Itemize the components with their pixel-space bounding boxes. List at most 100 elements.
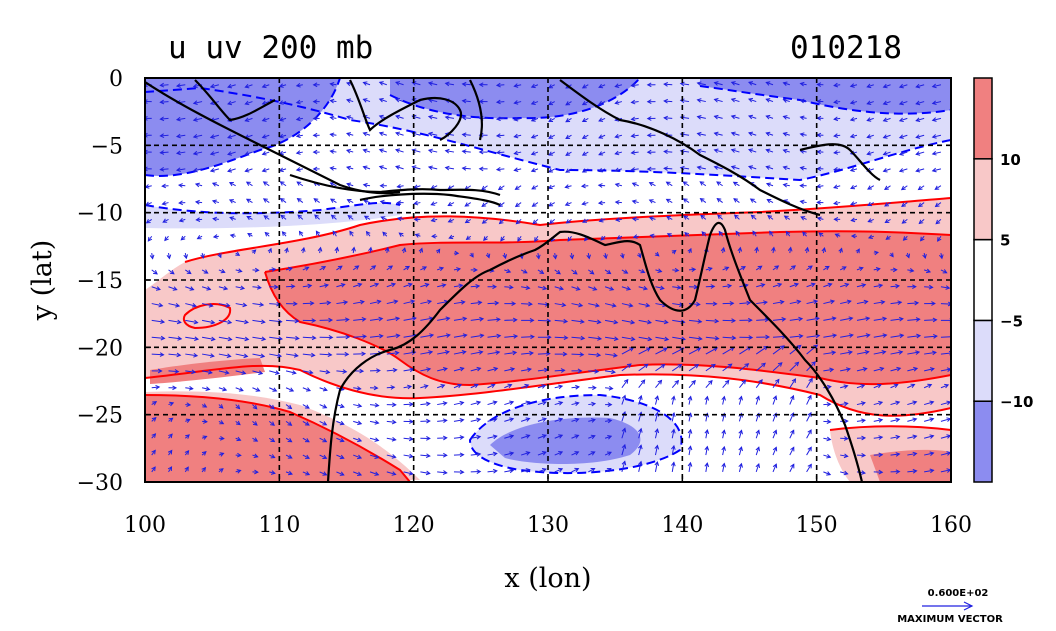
x-axis-label: x (lon) <box>504 563 591 594</box>
wind-vector <box>314 214 320 220</box>
wind-vector-head <box>354 265 360 270</box>
wind-vector <box>932 151 942 155</box>
wind-vector-head <box>229 233 235 239</box>
chart-title: u uv 200 mb <box>168 30 373 66</box>
wind-vector-head <box>590 434 596 440</box>
wind-vector-head <box>574 417 580 423</box>
wind-vector-head <box>606 269 612 275</box>
wind-vector-head <box>346 182 352 187</box>
wind-vector-head <box>671 461 676 467</box>
coastline-new-guinea <box>559 79 821 217</box>
wind-vector-head <box>708 379 713 385</box>
wind-vector <box>397 185 404 188</box>
wind-vector-head <box>665 181 671 186</box>
wind-vector <box>940 368 951 372</box>
wind-vector-head <box>311 335 317 341</box>
wind-vector-head <box>766 199 772 204</box>
wind-vector <box>346 149 354 153</box>
wind-vector <box>649 182 656 187</box>
wind-vector-head <box>210 336 216 342</box>
wind-vector <box>185 336 199 340</box>
wind-vector <box>445 82 455 86</box>
wind-vector-head <box>513 116 519 122</box>
wind-vector-head <box>530 134 536 139</box>
wind-vector-head <box>271 267 277 272</box>
wind-vector <box>565 151 572 156</box>
wind-vector-head <box>898 117 904 123</box>
wind-vector-head <box>779 299 785 305</box>
wind-vector-head <box>765 148 771 154</box>
wind-vector <box>279 84 287 88</box>
contour-line-positive <box>145 394 411 482</box>
wind-vector-head <box>407 384 413 390</box>
wind-vector <box>899 134 908 139</box>
wind-vector <box>353 301 364 305</box>
wind-vector-head <box>290 284 296 289</box>
wind-vector-head <box>878 400 884 406</box>
wind-vector-head <box>390 385 396 390</box>
wind-vector-head <box>511 301 517 306</box>
wind-vector <box>664 150 673 153</box>
wind-vector-head <box>696 81 702 86</box>
wind-vector-head <box>304 404 310 409</box>
wind-vector <box>806 395 812 405</box>
wind-vector-head <box>915 134 921 139</box>
wind-vector-head <box>607 435 613 440</box>
wind-vector-head <box>189 286 195 291</box>
wind-vector-head <box>485 253 491 259</box>
wind-vector-head <box>638 444 643 450</box>
wind-vector <box>379 165 387 170</box>
wind-vector-head <box>671 249 677 255</box>
wind-vector-head <box>152 401 158 406</box>
wind-vector <box>369 283 379 288</box>
coastline-australia <box>326 221 864 482</box>
wind-vector-head <box>772 412 778 418</box>
wind-vector-head <box>707 266 713 272</box>
wind-vector-head <box>727 283 733 289</box>
wind-vector-head <box>426 418 431 424</box>
wind-vector <box>437 300 448 305</box>
wind-vector-head <box>816 200 822 205</box>
wind-vector-head <box>177 183 183 188</box>
wind-vector-head <box>802 231 807 237</box>
wind-vector-head <box>807 446 812 452</box>
wind-vector <box>755 463 760 473</box>
wind-vector <box>598 151 606 156</box>
wind-vector-head <box>565 168 571 173</box>
x-tick-label: 160 <box>930 513 972 538</box>
wind-vector-head <box>525 285 531 290</box>
wind-vector <box>899 101 908 105</box>
wind-vector <box>924 319 937 321</box>
wind-vector <box>823 471 831 476</box>
wind-vector <box>403 385 412 389</box>
wind-vector <box>548 117 555 122</box>
wind-vector <box>856 402 866 406</box>
wind-vector <box>565 168 572 173</box>
wind-vector <box>347 199 354 204</box>
wind-vector-head <box>151 433 157 438</box>
wind-vector-head <box>245 198 251 203</box>
wind-vector <box>280 181 287 187</box>
wind-vector-head <box>898 134 904 139</box>
wind-vector-head <box>882 100 888 106</box>
wind-vector <box>565 185 572 188</box>
wind-vector-head <box>696 98 702 103</box>
wind-vector-head <box>637 253 642 259</box>
wind-vector-head <box>910 383 916 388</box>
wind-vector-head <box>395 114 401 120</box>
wind-vector <box>151 353 164 356</box>
wind-vector-head <box>791 378 797 384</box>
wind-vector-head <box>362 98 368 103</box>
wind-vector-head <box>901 219 907 224</box>
y-tick-label: −15 <box>77 269 123 294</box>
wind-vector-head <box>558 286 565 291</box>
wind-vector <box>772 464 777 473</box>
wind-vector-head <box>495 99 501 105</box>
wind-vector-head <box>531 185 537 190</box>
wind-vector-head <box>202 435 208 440</box>
wind-vector-head <box>755 446 761 452</box>
wind-vector <box>823 334 837 338</box>
wind-vector <box>363 132 371 136</box>
wind-vector-head <box>684 231 690 237</box>
wind-vector <box>767 199 774 204</box>
